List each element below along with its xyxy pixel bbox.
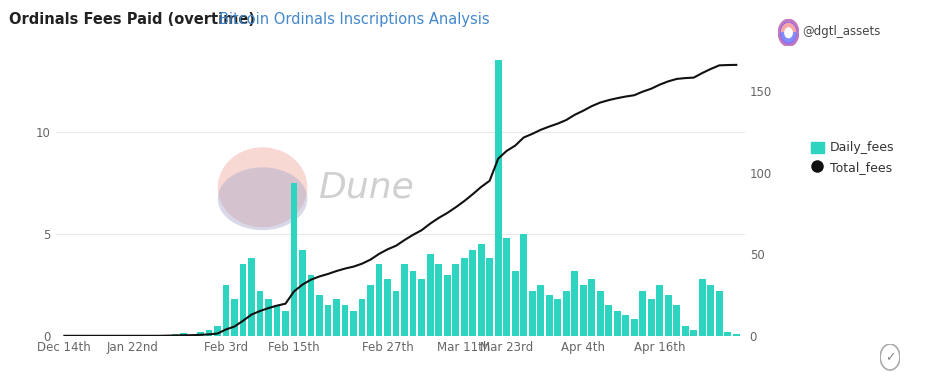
Bar bbox=[214, 326, 221, 336]
Bar bbox=[265, 299, 272, 336]
Bar bbox=[290, 183, 297, 336]
Bar bbox=[597, 291, 603, 336]
Bar bbox=[257, 291, 263, 336]
Bar bbox=[716, 291, 722, 336]
Bar bbox=[640, 291, 646, 336]
Bar bbox=[376, 264, 383, 336]
Bar bbox=[282, 312, 289, 336]
Wedge shape bbox=[781, 33, 796, 42]
Circle shape bbox=[781, 22, 796, 43]
Bar bbox=[299, 250, 306, 336]
Bar bbox=[223, 285, 229, 336]
Bar bbox=[486, 258, 493, 336]
Bar bbox=[274, 305, 280, 336]
Bar bbox=[307, 274, 315, 336]
Bar bbox=[426, 254, 434, 336]
Bar bbox=[206, 330, 212, 336]
Bar bbox=[418, 279, 425, 336]
Bar bbox=[733, 334, 740, 336]
Bar bbox=[469, 250, 476, 336]
Bar bbox=[189, 335, 196, 336]
Bar bbox=[239, 264, 247, 336]
Bar bbox=[631, 320, 638, 336]
Bar bbox=[248, 258, 255, 336]
Text: Dune: Dune bbox=[317, 170, 413, 204]
Bar bbox=[317, 295, 323, 336]
Text: ✓: ✓ bbox=[884, 351, 896, 364]
Bar bbox=[622, 315, 629, 336]
Bar bbox=[197, 332, 204, 336]
Bar bbox=[554, 299, 561, 336]
Bar bbox=[691, 330, 697, 336]
Bar bbox=[546, 295, 553, 336]
Bar bbox=[512, 271, 519, 336]
Bar bbox=[452, 264, 459, 336]
Ellipse shape bbox=[218, 147, 307, 227]
Bar bbox=[444, 274, 451, 336]
Bar bbox=[572, 271, 578, 336]
Text: Ordinals Fees Paid (overtime): Ordinals Fees Paid (overtime) bbox=[9, 12, 255, 27]
Bar bbox=[614, 312, 621, 336]
Bar bbox=[520, 234, 527, 336]
Bar bbox=[350, 312, 357, 336]
Bar bbox=[681, 326, 689, 336]
Bar bbox=[537, 285, 544, 336]
Ellipse shape bbox=[218, 167, 307, 230]
Bar bbox=[562, 291, 570, 336]
Bar bbox=[171, 334, 179, 336]
Bar bbox=[494, 60, 502, 336]
Bar bbox=[461, 258, 467, 336]
Bar bbox=[410, 271, 416, 336]
Bar bbox=[580, 285, 587, 336]
Bar bbox=[673, 305, 681, 336]
Text: @dgtl_assets: @dgtl_assets bbox=[803, 25, 881, 38]
Bar bbox=[478, 244, 484, 336]
Circle shape bbox=[785, 28, 792, 38]
Bar bbox=[231, 299, 238, 336]
Legend: Daily_fees, Total_fees: Daily_fees, Total_fees bbox=[806, 136, 899, 179]
Bar bbox=[724, 332, 731, 336]
Bar bbox=[325, 305, 331, 336]
Wedge shape bbox=[781, 23, 796, 33]
Bar bbox=[333, 299, 340, 336]
Bar bbox=[163, 335, 169, 336]
Bar bbox=[367, 285, 374, 336]
Bar bbox=[708, 285, 714, 336]
Bar bbox=[180, 333, 187, 336]
Bar bbox=[605, 305, 612, 336]
Bar bbox=[699, 279, 706, 336]
Bar bbox=[342, 305, 348, 336]
Bar bbox=[665, 295, 671, 336]
Bar bbox=[385, 279, 391, 336]
Bar bbox=[656, 285, 663, 336]
Bar bbox=[358, 299, 366, 336]
Circle shape bbox=[778, 19, 799, 46]
Bar bbox=[504, 238, 510, 336]
Text: Bitcoin Ordinals Inscriptions Analysis: Bitcoin Ordinals Inscriptions Analysis bbox=[219, 12, 490, 27]
Bar bbox=[435, 264, 442, 336]
Bar bbox=[401, 264, 408, 336]
Bar bbox=[588, 279, 595, 336]
Bar bbox=[529, 291, 535, 336]
Bar bbox=[393, 291, 399, 336]
Bar bbox=[648, 299, 654, 336]
